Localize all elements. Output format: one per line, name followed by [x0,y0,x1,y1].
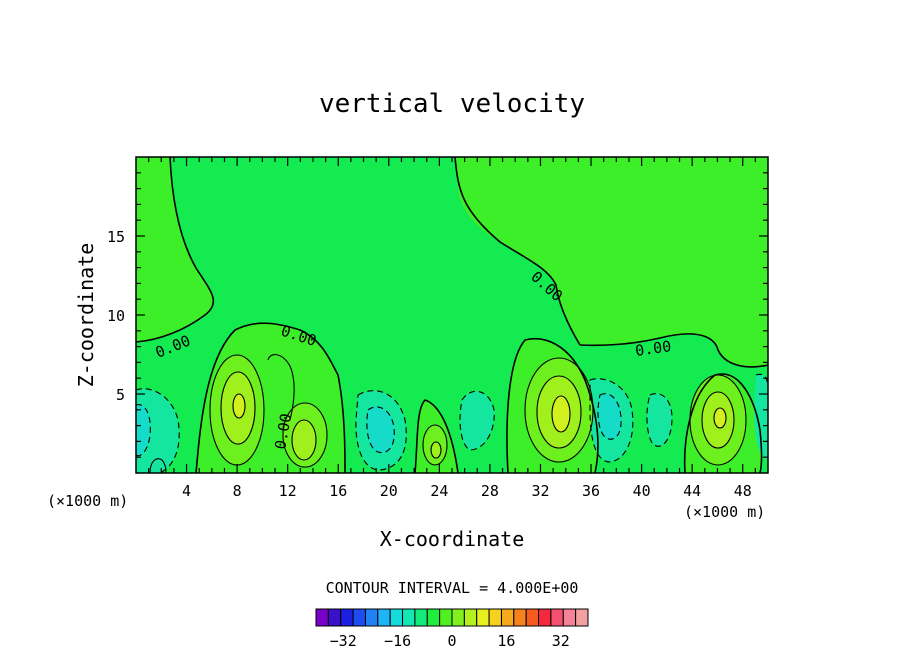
colorbar-swatch [476,608,490,627]
x-tick-label: 44 [683,482,701,500]
colorbar-tick-label: 16 [497,632,515,650]
downdraft-region [598,393,622,440]
contour-region-upper-left [136,157,214,342]
colorbar-swatch [500,608,515,627]
x-axis-label: X-coordinate [380,527,525,551]
x-tick-label: 20 [380,482,398,500]
downdraft-region [754,374,768,460]
contour-interval-label: CONTOUR INTERVAL = 4.000E+00 [326,579,579,597]
x-tick-label: 32 [531,482,549,500]
y-tick-labels: 5 10 15 [107,228,125,404]
updraft-core [292,420,316,460]
colorbar-swatch [389,608,404,627]
colorbar-swatch [550,608,564,627]
contour-label: 0.00 [634,337,672,360]
x-tick-label: 48 [734,482,752,500]
downdraft-region [646,393,672,447]
colorbar-swatch [562,608,577,627]
x-tick-label: 4 [182,482,191,500]
x-tick-label: 28 [481,482,499,500]
colorbar-tick-label: −16 [384,632,411,650]
colorbar-swatch [463,608,478,627]
axis-ticks [136,157,768,473]
x-tick-labels: 4 8 12 16 20 24 28 32 36 40 44 48 [182,482,752,500]
x-unit-right: (×1000 m) [684,503,765,521]
colorbar-tick-label: −32 [330,632,357,650]
zero-contours [136,157,768,473]
colorbar-swatch [414,608,428,627]
colorbar-tick-label: 32 [552,632,570,650]
downdraft-region [460,391,495,450]
colorbar-labels: −32 −16 0 16 32 [330,632,570,650]
y-tick-label: 15 [107,228,125,246]
colorbar-swatch [352,608,366,627]
colorbar-swatch [340,608,354,627]
colorbar-swatch [575,608,589,627]
x-tick-label: 8 [233,482,242,500]
colorbar-swatch [377,608,391,627]
colorbar-swatch [426,608,441,627]
x-tick-label: 24 [430,482,448,500]
colorbar-swatch [513,608,527,627]
chart-title: vertical velocity [319,89,585,119]
y-tick-label: 10 [107,307,125,325]
colorbar-swatch [315,608,329,627]
x-tick-label: 36 [582,482,600,500]
contour-region-upper-right [455,157,768,367]
updraft-core [233,394,245,418]
x-unit-left: (×1000 m) [47,492,128,510]
downdraft-region [136,404,151,456]
x-tick-label: 12 [279,482,297,500]
colorbar-swatch [488,608,502,627]
colorbar-swatch [538,608,552,627]
negative-contours [136,373,768,473]
y-tick-label: 5 [116,386,125,404]
plot-area: 0.00 0.00 0.00 0.00 0.00 [136,157,768,473]
colorbar-swatch [451,608,465,627]
colorbar [315,608,589,627]
colorbar-swatch [402,608,416,627]
colorbar-swatch [439,608,453,627]
x-tick-label: 40 [633,482,651,500]
colorbar-swatch [327,608,342,627]
positive-contours [149,354,747,473]
contour-label: 0.00 [271,412,295,451]
downdraft-region [366,406,395,453]
updraft-core [552,396,570,432]
colorbar-swatch [525,608,540,627]
x-tick-label: 16 [329,482,347,500]
updraft-core [431,442,441,458]
colorbar-swatch [364,608,379,627]
y-axis-label: Z-coordinate [74,243,98,388]
updraft-core [714,408,726,428]
colorbar-tick-label: 0 [447,632,456,650]
